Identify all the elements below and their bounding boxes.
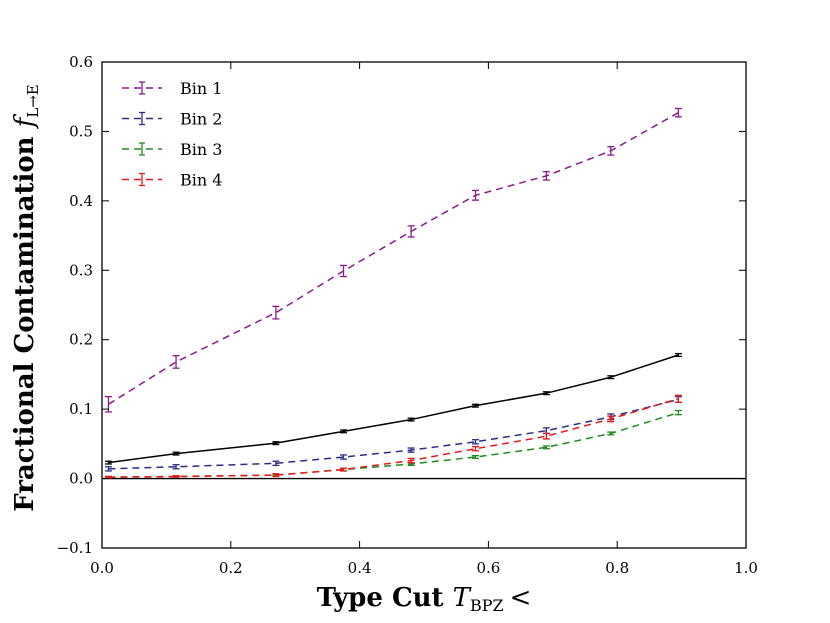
errorbar-bin-1-6 (542, 171, 550, 181)
legend-entry-bin-2: Bin 2 (122, 110, 222, 129)
errorbar-bin-3-8 (674, 409, 682, 416)
errorbar-bin-1-4 (407, 225, 415, 238)
errorbar-bin-1-7 (607, 146, 615, 156)
errorbar-bin-4-8 (674, 394, 682, 403)
errorbar-bin-2-2 (272, 460, 280, 467)
y-tick-label: 0.6 (69, 53, 93, 71)
series-all (104, 352, 682, 465)
y-axis-label: Fractional Contamination fL→E (10, 84, 42, 512)
errorbar-bin-3-5 (472, 455, 480, 460)
series-bin-3 (104, 409, 682, 479)
x-tick-label: 0.2 (219, 559, 243, 577)
series-line-bin-2 (108, 398, 679, 470)
series-bin-2 (104, 395, 682, 472)
errorbar-bin-4-5 (472, 445, 480, 452)
y-tick-label: 0.2 (69, 331, 93, 349)
x-axis-label: Type Cut TBPZ < (317, 583, 532, 615)
errorbar-bin-4-7 (607, 415, 615, 423)
x-tick-label: 0.4 (348, 559, 372, 577)
errorbar-bin-4-6 (542, 432, 550, 440)
errorbar-bin-2-5 (472, 439, 480, 445)
series-bin-4 (104, 394, 682, 479)
errorbar-bin-4-2 (272, 473, 280, 478)
legend-label: Bin 2 (180, 110, 222, 129)
errorbar-bin-1-8 (674, 107, 682, 118)
errorbar-bin-1-3 (340, 264, 347, 278)
errorbar-bin-1-2 (272, 305, 280, 320)
errorbar-bin-1-1 (172, 355, 180, 369)
errorbar-all-2 (272, 441, 280, 446)
legend-label: Bin 4 (180, 171, 222, 190)
axes: 0.0 0.2 0.4 0.6 0.8 1.0 −0.1 0.0 0.1 0.2 0.3 0.4 0.5… (57, 53, 758, 577)
errorbar-all-3 (340, 429, 347, 434)
legend-entry-bin-1: Bin 1 (122, 79, 222, 98)
errorbar-bin-2-0 (104, 466, 112, 472)
errorbar-bin-2-1 (172, 464, 180, 470)
x-tick-label: 1.0 (734, 559, 758, 577)
legend-label: Bin 1 (180, 79, 222, 98)
errorbar-bin-4-1 (172, 475, 180, 478)
errorbar-all-6 (542, 391, 550, 396)
errorbar-all-4 (407, 417, 415, 422)
errorbar-bin-3-7 (607, 431, 615, 436)
legend-label: Bin 3 (180, 140, 222, 159)
errorbar-all-1 (172, 451, 180, 456)
errorbar-bin-4-4 (407, 457, 415, 464)
legend-entry-bin-4: Bin 4 (122, 171, 222, 190)
x-tick-label: 0.8 (605, 559, 629, 577)
y-tick-label: −0.1 (57, 539, 93, 557)
errorbar-all-0 (104, 460, 112, 465)
x-tick-label: 0.0 (90, 559, 114, 577)
series-line-all (108, 354, 679, 464)
y-tick-label: 0.4 (69, 192, 93, 210)
series-bin-1 (104, 107, 682, 413)
errorbar-bin-4-0 (104, 475, 112, 479)
y-tick-label: 0.5 (69, 122, 93, 140)
legend-entry-bin-3: Bin 3 (122, 140, 222, 159)
errorbar-bin-3-6 (542, 445, 550, 450)
errorbar-bin-2-4 (407, 447, 415, 453)
x-tick-label: 0.6 (476, 559, 500, 577)
errorbar-bin-2-3 (340, 454, 347, 460)
errorbar-all-8 (674, 352, 682, 358)
y-tick-label: 0.1 (69, 400, 93, 418)
errorbar-bin-1-5 (472, 189, 480, 201)
y-tick-label: 0.3 (69, 261, 93, 279)
plot-frame (101, 61, 747, 549)
errorbar-all-5 (472, 403, 480, 408)
errorbar-bin-4-3 (340, 467, 347, 472)
legend: Bin 1 Bin 2 Bin 3 Bin 4 (122, 79, 222, 190)
plot-area (102, 107, 746, 480)
errorbar-all-7 (607, 375, 615, 380)
y-tick-label: 0.0 (69, 470, 93, 488)
